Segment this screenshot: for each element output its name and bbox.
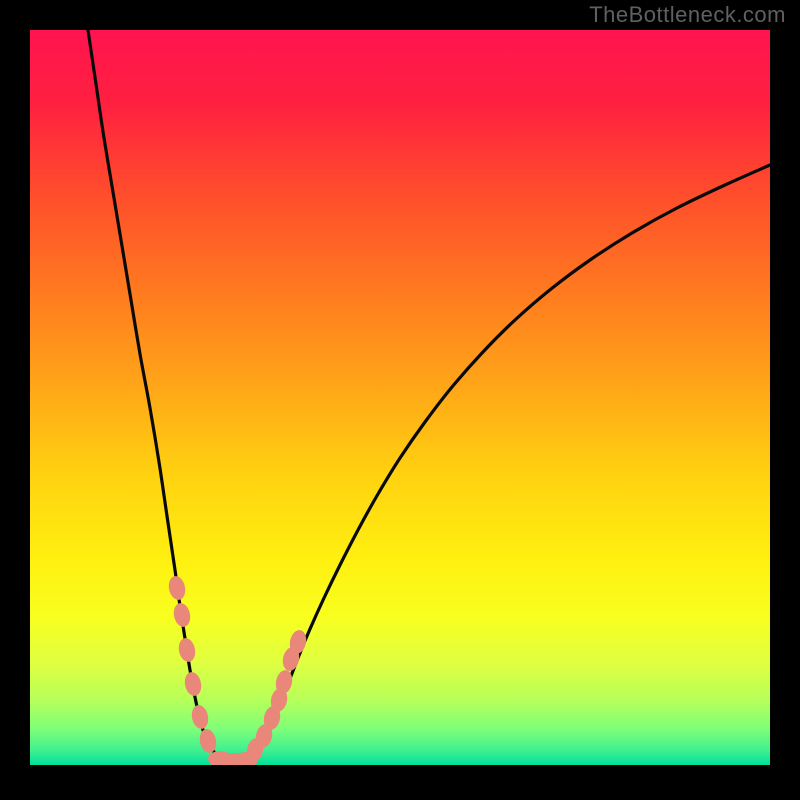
data-marker [198,728,219,755]
chart-curves-layer [30,30,770,765]
data-marker [167,575,188,602]
data-marker [190,704,211,731]
data-marker [183,671,204,698]
bottleneck-curve-right [234,165,770,762]
watermark-text: TheBottleneck.com [589,2,786,28]
data-marker [172,602,193,629]
data-marker [177,637,198,664]
bottleneck-curve-left [88,30,234,762]
data-markers [167,575,309,765]
chart-plot-area [30,30,770,765]
